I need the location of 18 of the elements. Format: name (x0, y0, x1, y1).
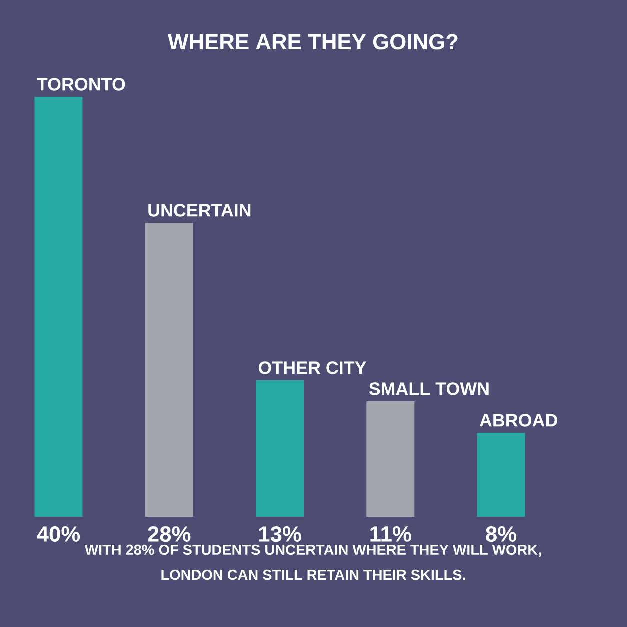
x-tick-label: SMALL TOWN (369, 382, 489, 396)
bar (256, 380, 304, 517)
x-tick-label: OTHER CITY (258, 362, 366, 374)
x-tick-label: TORONTO (37, 78, 126, 91)
data-label: 13% (259, 526, 302, 542)
chart-title: WHERE ARE THEY GOING? (168, 34, 458, 50)
bar (477, 433, 526, 517)
data-label: 28% (148, 526, 191, 542)
x-tick-label: ABROAD (480, 414, 558, 427)
text: LONDON CAN STILL RETAIN THEIR SKILLS. (162, 570, 466, 580)
bar (34, 97, 83, 517)
x-tick-label: UNCERTAIN (148, 204, 251, 217)
data-label: 11% (370, 526, 412, 542)
data-label: 8% (486, 526, 517, 542)
bar (145, 223, 194, 517)
text: WITH 28% OF STUDENTS UNCERTAIN WHERE THEY WILL WORK, (84, 544, 542, 558)
data-label: 40% (37, 526, 80, 542)
bar (366, 402, 415, 517)
